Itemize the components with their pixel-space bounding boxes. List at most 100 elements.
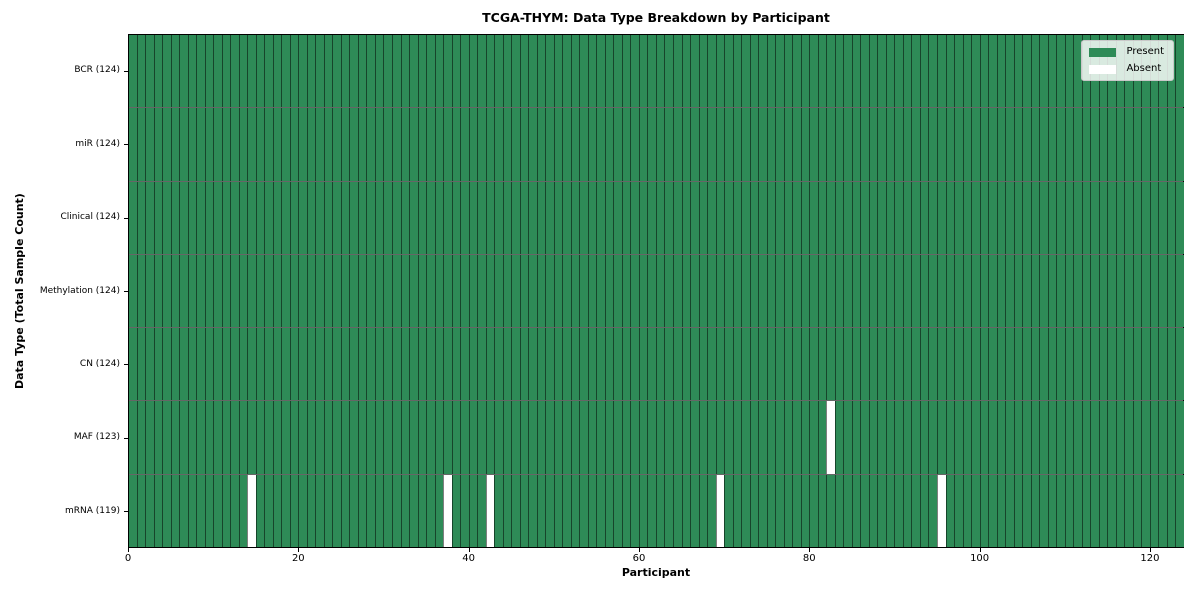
cell-present <box>587 254 597 328</box>
cell-present <box>673 254 682 328</box>
cell-present <box>162 181 171 254</box>
cell-present <box>162 401 171 474</box>
cell-present <box>553 35 563 108</box>
cell-present <box>749 35 759 108</box>
cell-present <box>1124 181 1133 254</box>
cell-present <box>281 181 290 254</box>
cell-present <box>230 181 239 254</box>
cell-present <box>894 474 903 547</box>
cell-present <box>426 401 435 474</box>
cell-present <box>621 181 631 254</box>
cell-present <box>673 401 682 474</box>
cell-present <box>323 474 333 547</box>
cell-present <box>698 474 708 547</box>
x-tick-mark <box>298 548 300 552</box>
cell-present <box>1022 181 1031 254</box>
cell-present <box>715 254 725 328</box>
cell-present <box>196 108 205 181</box>
x-tick-label: 0 <box>124 553 132 564</box>
cell-present <box>145 474 154 547</box>
cell-present <box>1141 181 1150 254</box>
cell-present <box>315 181 324 254</box>
cell-present <box>741 35 750 108</box>
cell-present <box>340 35 350 108</box>
cell-present <box>919 181 929 254</box>
cell-present <box>877 474 886 547</box>
cell-present <box>1098 328 1108 401</box>
cell-present <box>988 474 997 547</box>
cell-present <box>996 401 1006 474</box>
cell-present <box>732 474 742 547</box>
cell-present <box>213 474 222 547</box>
cell-present <box>426 181 435 254</box>
cell-present <box>630 474 639 547</box>
cell-present <box>834 181 844 254</box>
cell-present <box>1124 254 1133 328</box>
cell-present <box>877 401 886 474</box>
cell-present <box>1013 328 1023 401</box>
cell-present <box>187 401 197 474</box>
cell-present <box>340 474 350 547</box>
cell-present <box>945 328 955 401</box>
cell-present <box>945 401 955 474</box>
cell-present <box>170 474 180 547</box>
cell-present <box>238 474 248 547</box>
cell-present <box>971 181 980 254</box>
cell-present <box>655 474 665 547</box>
cell-present <box>451 328 461 401</box>
cell-present <box>647 474 656 547</box>
cell-present <box>179 474 188 547</box>
cell-present <box>323 401 333 474</box>
cell-present <box>766 181 776 254</box>
cell-present <box>281 474 290 547</box>
cell-present <box>996 181 1006 254</box>
cell-present <box>613 254 622 328</box>
cell-present <box>758 108 767 181</box>
x-tick-mark <box>1149 548 1151 552</box>
cell-present <box>477 474 486 547</box>
cell-present <box>638 35 648 108</box>
cell-present <box>1064 35 1074 108</box>
cell-present <box>868 401 878 474</box>
cell-present <box>1005 35 1014 108</box>
cell-present <box>962 328 972 401</box>
cell-present <box>1149 181 1159 254</box>
cell-present <box>630 181 639 254</box>
cell-present <box>1073 254 1082 328</box>
cell-present <box>383 108 392 181</box>
cell-present <box>1064 181 1074 254</box>
cell-present <box>349 181 358 254</box>
cell-present <box>613 181 622 254</box>
x-axis-label: Participant <box>621 566 691 579</box>
cell-present <box>366 474 375 547</box>
cell-present <box>834 254 844 328</box>
cell-present <box>374 328 384 401</box>
cell-present <box>860 35 869 108</box>
cell-present <box>715 401 725 474</box>
cell-present <box>638 401 648 474</box>
cell-present <box>936 181 946 254</box>
cell-present <box>528 35 537 108</box>
legend-item-present: Present <box>1089 47 1164 57</box>
cell-present <box>817 181 827 254</box>
cell-present <box>673 108 682 181</box>
cell-present <box>1149 328 1159 401</box>
cell-present <box>655 254 665 328</box>
cell-present <box>1022 108 1031 181</box>
cell-present <box>690 254 699 328</box>
cell-present <box>1141 474 1150 547</box>
cell-absent <box>826 401 835 474</box>
cell-present <box>298 401 307 474</box>
cell-present <box>851 328 861 401</box>
cell-present <box>604 401 614 474</box>
cell-present <box>221 181 231 254</box>
cell-present <box>962 474 972 547</box>
cell-present <box>409 254 418 328</box>
cell-present <box>306 254 316 328</box>
cell-present <box>596 108 605 181</box>
cell-present <box>809 474 818 547</box>
cell-present <box>1030 181 1040 254</box>
cell-present <box>732 35 742 108</box>
cell-present <box>1081 401 1091 474</box>
